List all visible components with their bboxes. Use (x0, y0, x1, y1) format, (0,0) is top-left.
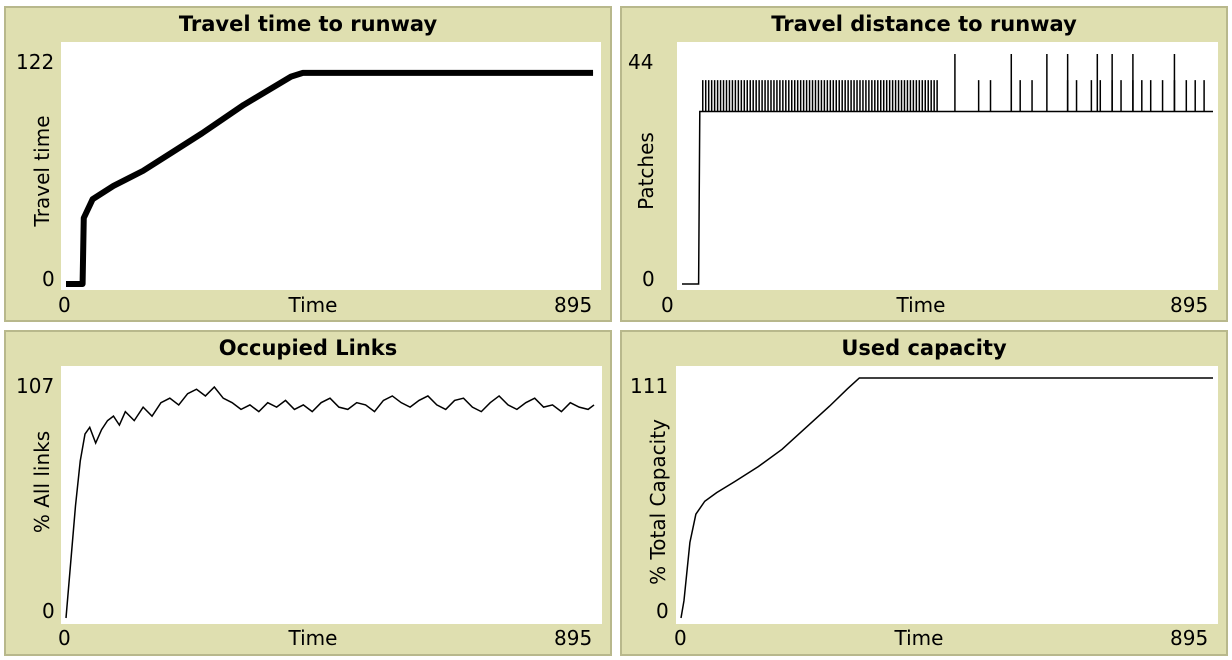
series-line (66, 72, 594, 285)
series-line (680, 377, 1213, 619)
y-tick-max: 107 (16, 374, 55, 398)
chart-panel-travel-time: Travel time to runway Travel time 122 0 … (4, 6, 612, 322)
plot-area (677, 42, 1218, 290)
chart-title: Occupied Links (218, 336, 398, 360)
y-tick-max: 44 (628, 50, 654, 74)
y-axis-label: % Total Capacity (646, 419, 670, 585)
x-tick-max: 895 (554, 293, 593, 317)
y-tick-min: 0 (656, 599, 669, 623)
y-tick-max: 111 (630, 374, 669, 398)
plot-area (61, 366, 602, 624)
series-line (65, 385, 595, 619)
chart-panel-travel-distance: Travel distance to runway Patches 44 0 0… (620, 6, 1228, 322)
x-axis-label: Time (288, 626, 338, 650)
chart-svg (66, 69, 594, 287)
chart-title: Used capacity (841, 336, 1007, 360)
series-line (682, 110, 1213, 285)
y-axis-label: Travel time (30, 115, 54, 227)
chart-svg (682, 54, 1213, 285)
x-tick-max: 895 (554, 626, 593, 650)
chart-svg (680, 377, 1213, 619)
y-tick-min: 0 (642, 267, 655, 291)
x-tick-min: 0 (58, 293, 71, 317)
x-tick-max: 895 (1170, 626, 1209, 650)
y-axis-label: Patches (634, 132, 658, 210)
y-tick-min: 0 (42, 599, 55, 623)
y-tick-min: 0 (42, 267, 55, 291)
chart-panel-occupied-links: Occupied Links % All links 107 0 0 895 T… (4, 330, 612, 656)
x-tick-min: 0 (58, 626, 71, 650)
plot-area (61, 42, 601, 290)
x-axis-label: Time (288, 293, 338, 317)
x-tick-max: 895 (1170, 293, 1209, 317)
x-tick-min: 0 (661, 293, 674, 317)
chart-title: Travel time to runway (178, 12, 438, 36)
x-axis-label: Time (894, 626, 944, 650)
plot-area (676, 366, 1218, 624)
y-axis-label: % All links (30, 430, 54, 534)
chart-svg (65, 385, 595, 619)
chart-title: Travel distance to runway (771, 12, 1077, 36)
series-band (66, 69, 594, 287)
y-tick-max: 122 (16, 50, 55, 74)
x-tick-min: 0 (674, 626, 687, 650)
chart-panel-used-capacity: Used capacity % Total Capacity 111 0 0 8… (620, 330, 1228, 656)
x-axis-label: Time (896, 293, 946, 317)
